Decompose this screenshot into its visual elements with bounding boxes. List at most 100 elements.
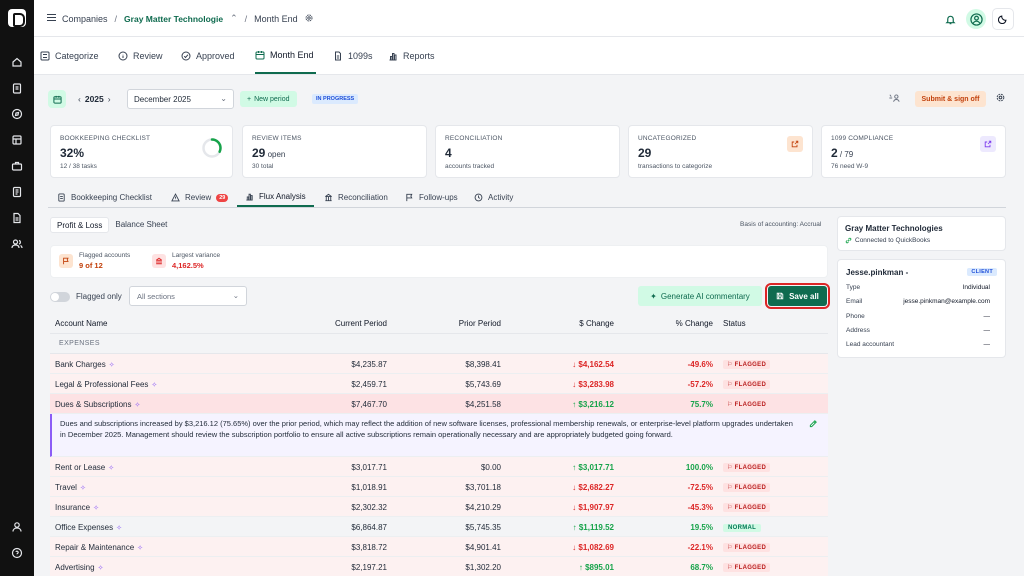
tab-1099s[interactable]: 1099s bbox=[333, 37, 373, 74]
subtab-bookkeeping-checklist[interactable]: Bookkeeping Checklist bbox=[57, 188, 152, 207]
generate-ai-commentary-button[interactable]: ✦ Generate AI commentary bbox=[638, 286, 762, 306]
company-switcher[interactable]: Gray Matter Technologie bbox=[124, 13, 224, 24]
stat-sub: 12 / 38 tasks bbox=[60, 163, 97, 170]
submit-sign-off-button[interactable]: Submit & sign off bbox=[915, 91, 986, 107]
current-period-value: $2,197.21 bbox=[351, 563, 387, 572]
table-row[interactable]: Office Expenses ✧ $6,864.87 $5,745.35 ↑ $1,1… bbox=[50, 517, 828, 537]
client-field-value[interactable]: jesse.pinkman@example.com bbox=[903, 298, 990, 305]
column-header-percent-change[interactable]: % Change bbox=[675, 319, 713, 328]
ai-sparkle-icon[interactable]: ✧ bbox=[108, 362, 115, 369]
column-header-current-period[interactable]: Current Period bbox=[334, 319, 387, 328]
external-link-icon[interactable] bbox=[980, 136, 996, 152]
toggle-profit-loss[interactable]: Profit & Loss bbox=[50, 217, 110, 233]
period-select[interactable]: December 2025 ⌄ bbox=[127, 89, 234, 109]
help-icon[interactable] bbox=[11, 547, 23, 559]
table-row[interactable]: Bank Charges ✧ $4,235.87 $8,398.41 ↓ $4,162.… bbox=[50, 354, 828, 374]
status-badge: NORMAL bbox=[723, 522, 762, 532]
flagged-accounts-summary: Flagged accounts 9 of 12 bbox=[59, 252, 130, 270]
notebook-icon[interactable] bbox=[11, 186, 23, 198]
flagged-only-toggle[interactable] bbox=[50, 292, 70, 302]
ai-sparkle-icon[interactable]: ✧ bbox=[116, 525, 122, 532]
stat-review-items[interactable]: REVIEW ITEMS 29 open 30 total bbox=[242, 125, 427, 178]
dollar-change-value: ↓ $1,082.69 bbox=[572, 543, 614, 552]
app-logo[interactable] bbox=[8, 9, 26, 27]
subtab-reconciliation[interactable]: Reconciliation bbox=[324, 188, 388, 207]
ai-sparkle-icon[interactable]: ✧ bbox=[151, 382, 158, 389]
briefcase-icon[interactable] bbox=[11, 160, 23, 172]
calendar-icon[interactable] bbox=[48, 90, 66, 108]
external-link-icon[interactable] bbox=[787, 136, 803, 152]
chevron-updown-icon: ⌄ bbox=[220, 94, 227, 103]
stat-reconciliation[interactable]: RECONCILIATION 4 accounts tracked bbox=[435, 125, 620, 178]
gear-icon[interactable] bbox=[996, 93, 1006, 103]
stat-uncategorized[interactable]: UNCATEGORIZED 29 transactions to categor… bbox=[628, 125, 813, 178]
current-period-value: $7,467.70 bbox=[351, 400, 387, 409]
table-row[interactable]: Advertising ✧ $2,197.21 $1,302.20 ↑ $895.01 6… bbox=[50, 557, 828, 576]
column-header-status[interactable]: Status bbox=[723, 319, 746, 328]
subtab-follow-ups[interactable]: Follow-ups bbox=[405, 188, 458, 207]
compass-icon[interactable] bbox=[11, 108, 23, 120]
ai-sparkle-icon[interactable]: ✧ bbox=[79, 485, 86, 492]
chevron-updown-icon[interactable]: ⌃ bbox=[230, 13, 238, 23]
sections-select[interactable]: All sections ⌄ bbox=[129, 286, 247, 306]
new-period-button[interactable]: + New period bbox=[240, 91, 297, 107]
tab-categorize[interactable]: Categorize bbox=[40, 37, 99, 74]
toggle-balance-sheet[interactable]: Balance Sheet bbox=[115, 220, 168, 229]
settings-small-icon[interactable] bbox=[305, 14, 313, 24]
tab-approved[interactable]: Approved bbox=[181, 37, 235, 74]
ai-sparkle-icon[interactable]: ✧ bbox=[93, 505, 100, 512]
profile-icon[interactable] bbox=[11, 521, 23, 533]
assign-people-icon[interactable] bbox=[888, 93, 901, 105]
ai-sparkle-icon[interactable]: ✧ bbox=[97, 565, 104, 572]
subtab-flux-analysis[interactable]: Flux Analysis bbox=[237, 188, 314, 207]
table-body: Bank Charges ✧ $4,235.87 $8,398.41 ↓ $4,162.… bbox=[50, 354, 828, 576]
subtab-activity[interactable]: Activity bbox=[474, 188, 513, 207]
save-all-label: Save all bbox=[789, 291, 819, 301]
breadcrumb-companies[interactable]: Companies bbox=[62, 13, 108, 24]
theme-toggle-icon[interactable] bbox=[992, 8, 1014, 30]
ai-sparkle-icon[interactable]: ✧ bbox=[108, 465, 115, 472]
stat-bookkeeping-checklist[interactable]: BOOKKEEPING CHECKLIST 32% 12 / 38 tasks bbox=[50, 125, 233, 178]
subtab-review[interactable]: Review 29 bbox=[171, 188, 229, 207]
table-row[interactable]: Travel ✧ $1,018.91 $3,701.18 ↓ $2,682.27 -72.… bbox=[50, 477, 828, 497]
document-icon[interactable] bbox=[11, 212, 23, 224]
stat-1099-compliance[interactable]: 1099 COMPLIANCE 2 / 79 76 need W-9 bbox=[821, 125, 1006, 178]
left-rail bbox=[0, 0, 34, 576]
home-icon[interactable] bbox=[11, 56, 23, 68]
status-badge: ⚐ FLAGGED bbox=[723, 399, 771, 409]
tab-month-end[interactable]: Month End bbox=[255, 37, 316, 74]
status-badge: ⚐ FLAGGED bbox=[723, 562, 771, 572]
save-all-button[interactable]: Save all bbox=[765, 283, 830, 309]
column-header-prior-period[interactable]: Prior Period bbox=[458, 319, 501, 328]
subtab-label: Flux Analysis bbox=[259, 192, 306, 201]
bell-icon[interactable] bbox=[940, 9, 960, 29]
table-row[interactable]: Rent or Lease ✧ $3,017.71 $0.00 ↑ $3,017.71 1… bbox=[50, 457, 828, 477]
status-badge: ⚐ FLAGGED bbox=[723, 359, 771, 369]
ai-sparkle-icon[interactable]: ✧ bbox=[134, 402, 141, 409]
column-header-account-name[interactable]: Account Name bbox=[55, 319, 108, 328]
prior-period-value: $4,210.29 bbox=[465, 503, 501, 512]
column-header-dollar-change[interactable]: $ Change bbox=[579, 319, 614, 328]
subtab-label: Reconciliation bbox=[338, 193, 388, 202]
plus-icon: + bbox=[247, 95, 252, 103]
sparkle-icon: ✦ bbox=[650, 291, 657, 301]
client-field-label: Address bbox=[846, 327, 870, 334]
client-field: Type Individual bbox=[846, 284, 990, 291]
chevron-right-icon[interactable]: › bbox=[107, 94, 111, 104]
ai-sparkle-icon[interactable]: ✧ bbox=[137, 545, 144, 552]
table-row[interactable]: Insurance ✧ $2,302.32 $4,210.29 ↓ $1,907.97 -… bbox=[50, 497, 828, 517]
chevron-left-icon[interactable]: ‹ bbox=[78, 94, 81, 104]
menu-icon[interactable] bbox=[47, 13, 56, 22]
tab-review[interactable]: Review bbox=[118, 37, 163, 74]
table-row[interactable]: Legal & Professional Fees ✧ $2,459.71 $5,74… bbox=[50, 374, 828, 394]
ledger-icon[interactable] bbox=[11, 134, 23, 146]
flag-icon: ⚐ bbox=[727, 382, 735, 388]
account-name: Advertising ✧ bbox=[55, 563, 104, 572]
clipboard-icon[interactable] bbox=[11, 82, 23, 94]
table-row[interactable]: Dues & Subscriptions ✧ $7,467.70 $4,251.58 ↑… bbox=[50, 394, 828, 414]
table-row[interactable]: Repair & Maintenance ✧ $3,818.72 $4,901.41 ↓… bbox=[50, 537, 828, 557]
edit-icon[interactable] bbox=[809, 419, 818, 428]
tab-reports[interactable]: Reports bbox=[388, 37, 435, 74]
user-avatar-icon[interactable] bbox=[966, 9, 986, 29]
users-icon[interactable] bbox=[11, 238, 23, 250]
